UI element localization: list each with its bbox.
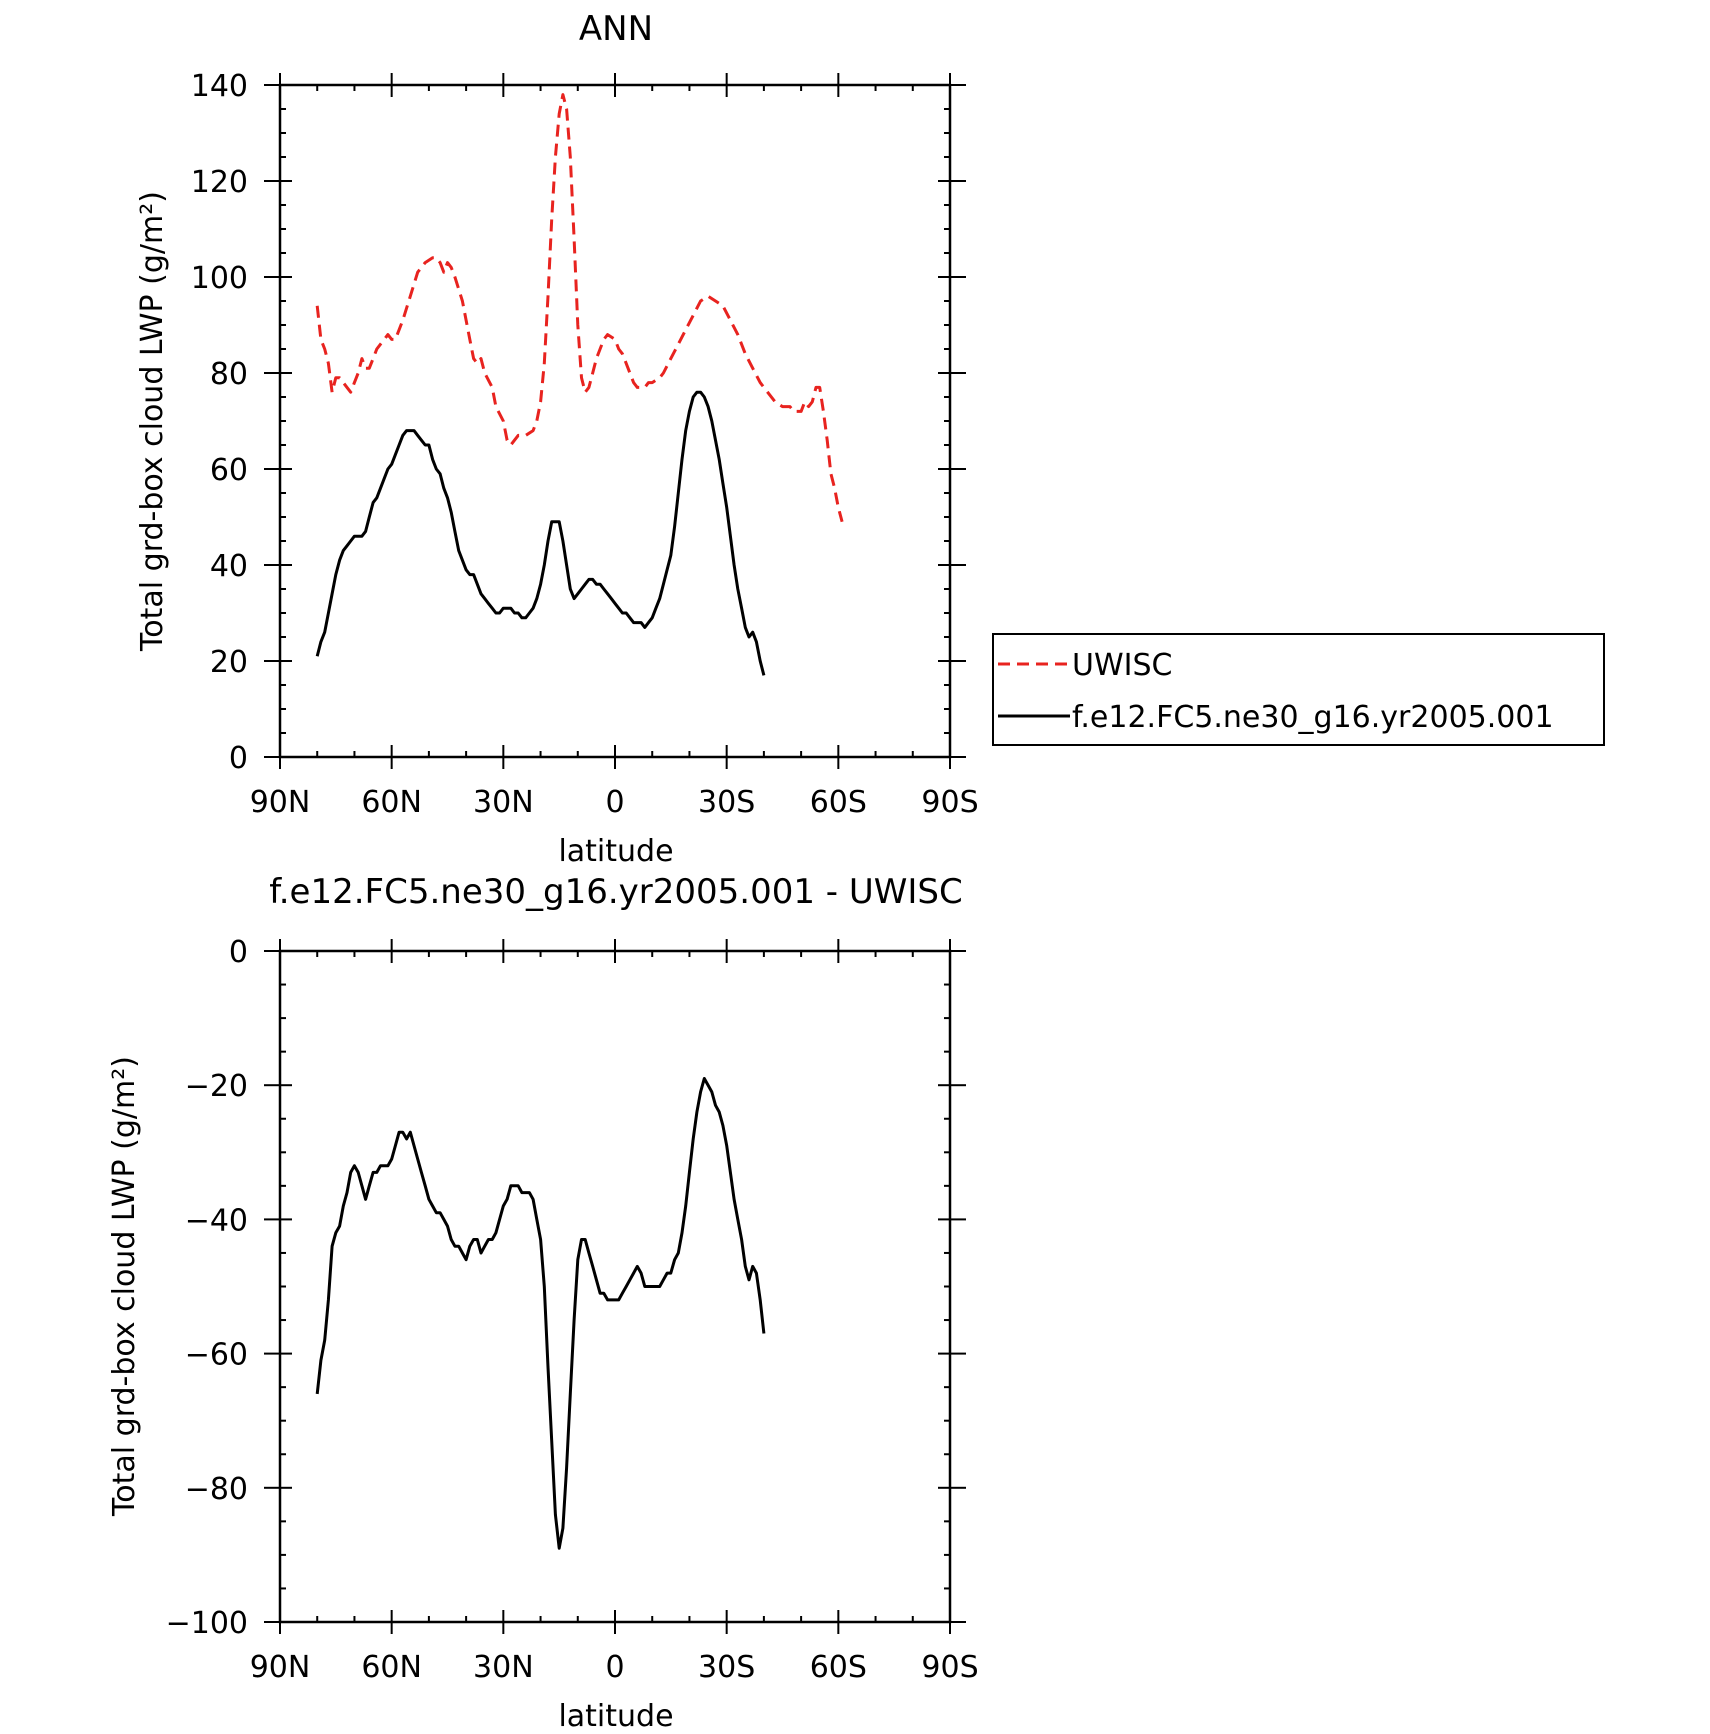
x-tick-label: 90S (921, 785, 978, 820)
y-tick-label: 140 (191, 69, 248, 104)
top-plot-frame (278, 83, 952, 759)
y-tick-label: −20 (185, 1069, 248, 1104)
x-tick-label: 60S (810, 1650, 867, 1685)
bottom-y-axis-label: Total grd-box cloud LWP (g/m²) (107, 1056, 142, 1517)
x-tick-label: 0 (605, 1650, 624, 1685)
x-tick-label: 60N (361, 785, 422, 820)
series-line (315, 390, 766, 676)
y-tick-label: −80 (185, 1472, 248, 1507)
x-tick-label: 60N (361, 1650, 422, 1685)
legend-label-uwisc: UWISC (1072, 648, 1172, 683)
bottom-plot-frame (278, 949, 952, 1624)
top-series-lines (315, 93, 844, 676)
y-tick-label: 20 (210, 645, 248, 680)
bottom-x-axis-label: latitude (558, 1699, 673, 1734)
x-tick-label: 30N (473, 1650, 534, 1685)
legend: UWISC f.e12.FC5.ne30_g16.yr2005.001 (992, 633, 1605, 746)
x-tick-label: 30S (698, 1650, 755, 1685)
y-tick-label: 40 (210, 549, 248, 584)
top-chart-title: ANN (579, 9, 653, 49)
bottom-ticks: 90N 60N 30N 0 30S 60S 90S −100 −80 −60 −40 −20 0 (166, 935, 979, 1685)
series-line (315, 1077, 766, 1550)
x-tick-label: 30N (473, 785, 534, 820)
y-tick-label: −40 (185, 1203, 248, 1238)
y-tick-label: −100 (166, 1606, 248, 1641)
bottom-chart-title: f.e12.FC5.ne30_g16.yr2005.001 - UWISC (269, 872, 962, 912)
top-ticks: 90N 60N 30N 0 30S 60S 90S 0 20 40 60 80 100 120 140 (191, 69, 979, 820)
x-tick-label: 90N (250, 1650, 311, 1685)
top-panel: ANN 90N 60N 30N 0 30S 60S 90S 0 20 40 60 80 100 120 14… (135, 9, 979, 869)
x-tick-label: 60S (810, 785, 867, 820)
top-x-axis-label: latitude (558, 834, 673, 869)
y-tick-label: 0 (229, 741, 248, 776)
top-y-axis-label: Total grd-box cloud LWP (g/m²) (135, 191, 170, 652)
y-tick-label: 0 (229, 935, 248, 970)
bottom-series-lines (315, 1077, 766, 1550)
y-tick-label: 120 (191, 165, 248, 200)
x-tick-label: 90N (250, 785, 311, 820)
legend-box (992, 633, 1605, 746)
bottom-panel: f.e12.FC5.ne30_g16.yr2005.001 - UWISC 90… (107, 872, 979, 1734)
x-tick-label: 0 (605, 785, 624, 820)
y-tick-label: −60 (185, 1338, 248, 1373)
x-tick-label: 30S (698, 785, 755, 820)
legend-label-model: f.e12.FC5.ne30_g16.yr2005.001 (1072, 700, 1554, 735)
x-tick-label: 90S (921, 1650, 978, 1685)
y-tick-label: 100 (191, 261, 248, 296)
y-tick-label: 60 (210, 453, 248, 488)
series-line (315, 93, 844, 523)
y-tick-label: 80 (210, 357, 248, 392)
